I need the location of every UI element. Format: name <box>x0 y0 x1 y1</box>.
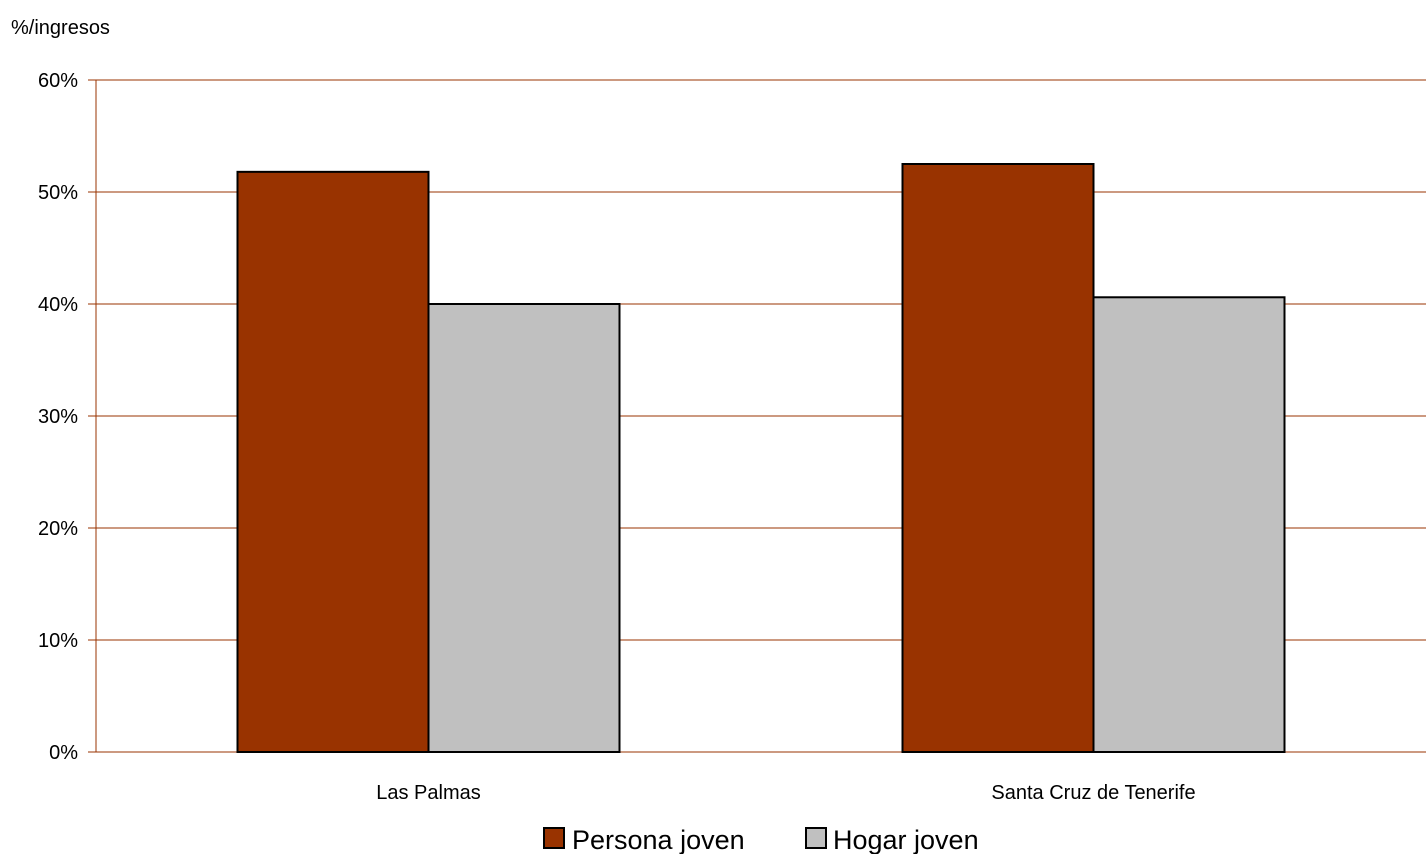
y-tick-label: 40% <box>38 294 78 316</box>
category-label: Las Palmas <box>376 782 481 804</box>
bar-persona-joven <box>236 170 430 753</box>
y-tick-label: 50% <box>38 182 78 204</box>
y-tick-labels: 0% 10% 20% 30% 40% 50% 60% <box>38 70 78 764</box>
y-tick-label: 60% <box>38 70 78 92</box>
y-tick-label: 30% <box>38 406 78 428</box>
category-labels: Las Palmas Santa Cruz de Tenerife <box>376 782 1195 804</box>
bar-persona-joven <box>901 163 1095 753</box>
category-label: Santa Cruz de Tenerife <box>991 782 1195 804</box>
y-tick-label: 10% <box>38 630 78 652</box>
bar-hogar-joven <box>1092 296 1286 753</box>
y-tick-label: 0% <box>49 742 78 764</box>
y-axis-label: %/ingresos <box>11 17 110 39</box>
legend-swatch <box>543 827 565 849</box>
y-tick-label: 20% <box>38 518 78 540</box>
legend-swatch <box>805 827 827 849</box>
legend-label: Persona joven <box>572 825 745 854</box>
legend: Persona joven Hogar joven <box>543 825 979 854</box>
bars <box>236 163 1286 753</box>
legend-label: Hogar joven <box>833 825 979 854</box>
bar-hogar-joven <box>427 303 621 753</box>
